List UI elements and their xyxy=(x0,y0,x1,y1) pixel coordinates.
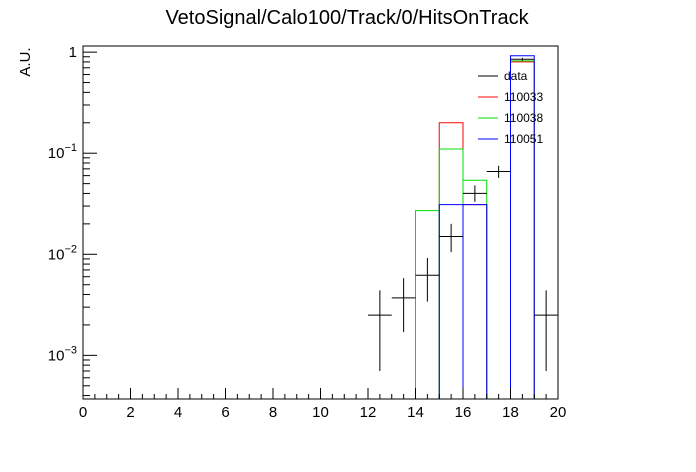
x-tick-label-0: 0 xyxy=(79,404,87,421)
data-point-0 xyxy=(368,290,392,372)
y-axis-label: A.U. xyxy=(17,47,34,76)
data-point-7 xyxy=(534,290,558,372)
x-tick-label-8: 16 xyxy=(455,404,472,421)
y-tick-label-1: 10−1 xyxy=(48,142,77,162)
legend-label-110051: 110051 xyxy=(504,132,543,146)
x-tick-label-1: 2 xyxy=(126,404,134,421)
x-tick-label-7: 14 xyxy=(407,404,424,421)
legend-label-110038: 110038 xyxy=(504,111,543,125)
data-point-1 xyxy=(391,278,416,333)
y-tick-label-0: 1 xyxy=(69,44,77,61)
y-tick-label-2: 10−2 xyxy=(48,243,77,263)
chart-title: VetoSignal/Calo100/Track/0/HitsOnTrack xyxy=(165,7,529,29)
data-point-2 xyxy=(415,257,440,302)
y-tick-label-3: 10−3 xyxy=(48,344,77,364)
histogram-110051-bin-1 xyxy=(462,204,488,399)
x-tick-label-10: 20 xyxy=(550,404,567,421)
x-tick-label-5: 10 xyxy=(312,404,329,421)
data-point-4 xyxy=(463,185,487,202)
legend-label-data: data xyxy=(504,69,528,83)
x-tick-label-6: 12 xyxy=(360,404,377,421)
legend-label-110033: 110033 xyxy=(504,90,543,104)
x-tick-label-3: 6 xyxy=(221,404,229,421)
legend: data 110033 110038 110051 xyxy=(478,69,543,146)
data-point-6 xyxy=(510,57,535,61)
histogram-110051-bin-2 xyxy=(510,55,535,399)
x-tick-label-2: 4 xyxy=(174,404,182,421)
x-tick-label-9: 18 xyxy=(502,404,519,421)
data-point-3 xyxy=(439,223,463,253)
x-tick-label-4: 8 xyxy=(269,404,277,421)
data-point-5 xyxy=(486,165,511,178)
plot-area: 0 2 4 6 8 10 12 14 16 18 20 1 10−1 10−2 10−3 xyxy=(48,44,567,421)
